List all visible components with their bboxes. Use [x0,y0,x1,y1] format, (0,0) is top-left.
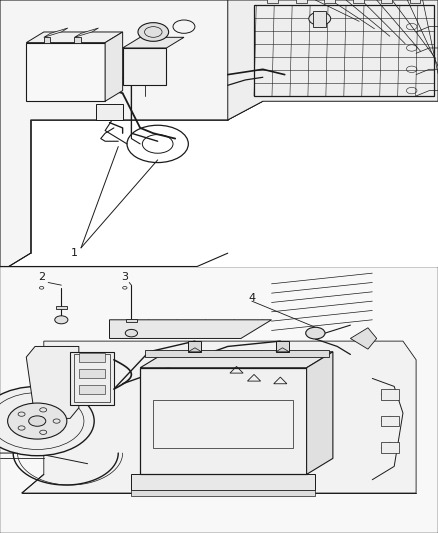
Bar [79,353,105,362]
Bar [79,385,105,394]
Bar [254,5,434,96]
Circle shape [29,416,46,426]
Bar [276,341,289,352]
Bar [74,354,110,402]
Bar [79,369,105,378]
Circle shape [309,12,331,25]
Polygon shape [0,266,438,533]
Bar [131,490,315,496]
Polygon shape [140,352,333,368]
Circle shape [7,403,67,439]
Bar [96,104,123,120]
Bar [381,0,392,3]
Polygon shape [350,328,377,349]
Polygon shape [110,320,272,338]
Polygon shape [44,28,68,37]
Bar [74,37,81,43]
Bar [353,0,364,3]
Polygon shape [228,0,438,120]
Polygon shape [105,32,123,101]
Polygon shape [188,348,201,352]
Bar [153,400,293,448]
Bar [145,351,328,357]
Circle shape [125,329,138,337]
Bar [140,368,307,474]
Bar [313,11,326,27]
Bar [126,319,137,322]
Bar [324,0,335,3]
Circle shape [138,22,169,41]
Bar [381,416,399,426]
Bar [267,0,278,3]
Polygon shape [74,28,99,37]
Polygon shape [26,346,79,418]
Circle shape [55,316,68,324]
Bar [131,474,315,490]
Bar [56,306,67,309]
Polygon shape [307,352,333,474]
Text: 1: 1 [71,248,78,258]
Bar [123,48,166,85]
Text: 4: 4 [248,294,255,303]
Bar [381,442,399,453]
Bar [296,0,307,3]
Text: 3: 3 [121,272,128,282]
Polygon shape [0,0,263,266]
Polygon shape [22,341,416,493]
Circle shape [306,327,325,339]
Bar [381,389,399,400]
Bar [410,0,420,3]
Polygon shape [123,37,184,48]
Bar [70,352,114,405]
Polygon shape [26,32,123,43]
Polygon shape [276,348,289,352]
Circle shape [0,386,94,456]
Bar [26,43,105,101]
Bar [44,37,50,43]
Bar [188,341,201,352]
Text: 2: 2 [38,272,45,282]
